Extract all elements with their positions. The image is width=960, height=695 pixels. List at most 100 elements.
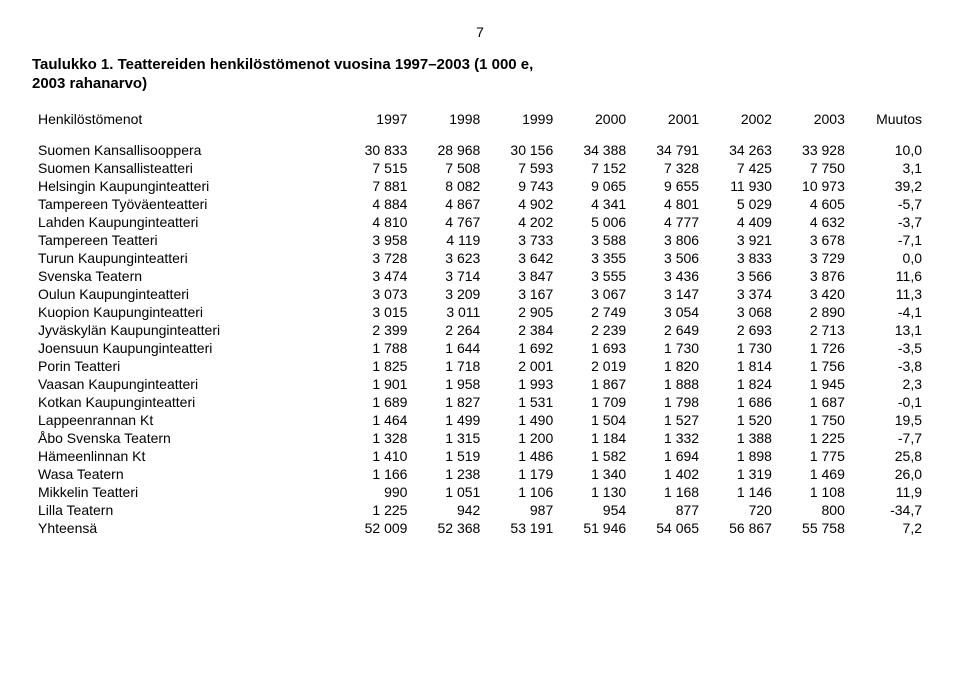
cell: 4 605 <box>778 195 851 213</box>
table-row: Wasa Teatern1 1661 2381 1791 3401 4021 3… <box>32 465 928 483</box>
cell: -4,1 <box>851 303 928 321</box>
cell: 3 958 <box>341 231 414 249</box>
cell: 7 593 <box>486 159 559 177</box>
cell: 3 068 <box>705 303 778 321</box>
cell: 1 168 <box>632 483 705 501</box>
cell: 1 820 <box>632 357 705 375</box>
cell: 1 945 <box>778 375 851 393</box>
col-muutos: Muutos <box>851 110 928 141</box>
cell: 3 054 <box>632 303 705 321</box>
cell: 4 202 <box>486 213 559 231</box>
table-row: Jyväskylän Kaupunginteatteri2 3992 2642 … <box>32 321 928 339</box>
cell: 11,3 <box>851 285 928 303</box>
cell: 1 644 <box>413 339 486 357</box>
cell: 5 006 <box>559 213 632 231</box>
header-row: Henkilöstömenot 1997 1998 1999 2000 2001… <box>32 110 928 141</box>
cell: 4 767 <box>413 213 486 231</box>
cell: 3 806 <box>632 231 705 249</box>
table-row: Mikkelin Teatteri9901 0511 1061 1301 168… <box>32 483 928 501</box>
cell: 4 801 <box>632 195 705 213</box>
cell: 4 810 <box>341 213 414 231</box>
table-title-line2: 2003 rahanarvo) <box>32 75 928 92</box>
cell: 3 167 <box>486 285 559 303</box>
cell: 9 065 <box>559 177 632 195</box>
row-name: Hämeenlinnan Kt <box>32 447 341 465</box>
cell: 1 238 <box>413 465 486 483</box>
cell: 3 555 <box>559 267 632 285</box>
cell: 3 566 <box>705 267 778 285</box>
cell: 2 649 <box>632 321 705 339</box>
table-row: Svenska Teatern3 4743 7143 8473 5553 436… <box>32 267 928 285</box>
row-name: Helsingin Kaupunginteatteri <box>32 177 341 195</box>
row-name: Åbo Svenska Teatern <box>32 429 341 447</box>
col-2001: 2001 <box>632 110 705 141</box>
cell: 877 <box>632 501 705 519</box>
cell: 1 388 <box>705 429 778 447</box>
cell: 1 730 <box>705 339 778 357</box>
cell: -3,5 <box>851 339 928 357</box>
cell: 4 341 <box>559 195 632 213</box>
cell: 1 686 <box>705 393 778 411</box>
cell: 1 689 <box>341 393 414 411</box>
cell: 4 884 <box>341 195 414 213</box>
table-title-line1: Taulukko 1. Teattereiden henkilöstömenot… <box>32 56 928 73</box>
cell: 1 694 <box>632 447 705 465</box>
cell: 1 888 <box>632 375 705 393</box>
cell: 25,8 <box>851 447 928 465</box>
table-row: Suomen Kansallisteatteri7 5157 5087 5937… <box>32 159 928 177</box>
cell: 1 130 <box>559 483 632 501</box>
cell: 4 902 <box>486 195 559 213</box>
cell: 3 714 <box>413 267 486 285</box>
table-row: Lahden Kaupunginteatteri4 8104 7674 2025… <box>32 213 928 231</box>
col-2002: 2002 <box>705 110 778 141</box>
cell: 3 921 <box>705 231 778 249</box>
cell: 1 179 <box>486 465 559 483</box>
cell: 1 486 <box>486 447 559 465</box>
cell: 1 958 <box>413 375 486 393</box>
cell: 1 726 <box>778 339 851 357</box>
cell: 3 642 <box>486 249 559 267</box>
cell: 1 709 <box>559 393 632 411</box>
cell: 1 687 <box>778 393 851 411</box>
cell: -34,7 <box>851 501 928 519</box>
cell: 1 328 <box>341 429 414 447</box>
table-row: Tampereen Teatteri3 9584 1193 7333 5883 … <box>32 231 928 249</box>
cell: 3 067 <box>559 285 632 303</box>
cell: 1 200 <box>486 429 559 447</box>
table-row: Kotkan Kaupunginteatteri1 6891 8271 5311… <box>32 393 928 411</box>
cell: -7,1 <box>851 231 928 249</box>
table-row: Vaasan Kaupunginteatteri1 9011 9581 9931… <box>32 375 928 393</box>
row-header-label: Henkilöstömenot <box>32 110 341 141</box>
cell: 4 632 <box>778 213 851 231</box>
cell: 1 410 <box>341 447 414 465</box>
table-row: Turun Kaupunginteatteri3 7283 6233 6423 … <box>32 249 928 267</box>
cell: 3 733 <box>486 231 559 249</box>
cell: 2 713 <box>778 321 851 339</box>
cell: 2 693 <box>705 321 778 339</box>
cell: 1 402 <box>632 465 705 483</box>
cell: 52 009 <box>341 519 414 537</box>
cell: 1 051 <box>413 483 486 501</box>
cell: 942 <box>413 501 486 519</box>
cell: 1 750 <box>778 411 851 429</box>
cell: 7,2 <box>851 519 928 537</box>
cell: 56 867 <box>705 519 778 537</box>
table-row: Lilla Teatern1 225942987954877720800-34,… <box>32 501 928 519</box>
cell: 1 898 <box>705 447 778 465</box>
row-name: Suomen Kansallisooppera <box>32 141 341 159</box>
table-row: Åbo Svenska Teatern1 3281 3151 2001 1841… <box>32 429 928 447</box>
cell: 2 890 <box>778 303 851 321</box>
cell: 1 146 <box>705 483 778 501</box>
cell: 4 867 <box>413 195 486 213</box>
cell: 1 788 <box>341 339 414 357</box>
table-row: Yhteensä52 00952 36853 19151 94654 06556… <box>32 519 928 537</box>
table-row: Suomen Kansallisooppera30 83328 96830 15… <box>32 141 928 159</box>
table-row: Joensuun Kaupunginteatteri1 7881 6441 69… <box>32 339 928 357</box>
cell: 1 867 <box>559 375 632 393</box>
cell: 3 623 <box>413 249 486 267</box>
row-name: Joensuun Kaupunginteatteri <box>32 339 341 357</box>
cell: 1 108 <box>778 483 851 501</box>
cell: 1 225 <box>778 429 851 447</box>
cell: 1 798 <box>632 393 705 411</box>
cell: 3 474 <box>341 267 414 285</box>
